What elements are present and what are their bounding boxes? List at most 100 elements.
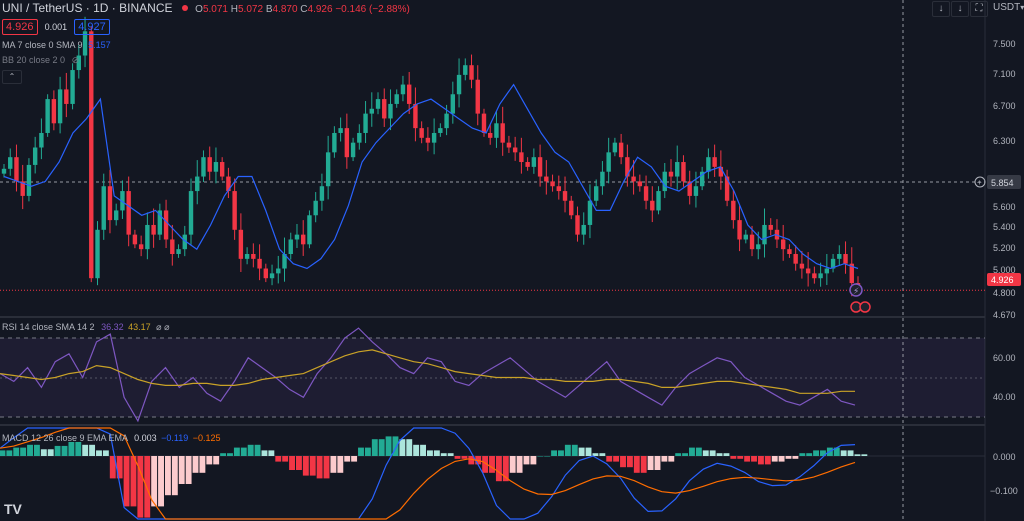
- low-label: B: [265, 4, 273, 15]
- macd-bar: [185, 456, 192, 484]
- macd-histogram: [0, 436, 868, 518]
- arrow-down-icon-2[interactable]: ↓: [951, 1, 969, 17]
- tradingview-logo[interactable]: TV: [4, 501, 23, 517]
- macd-bar: [68, 442, 75, 456]
- ma-legend[interactable]: MA 7 close 0 SMA 9 5.157: [2, 40, 111, 50]
- macd-bar: [551, 450, 558, 456]
- macd-bar: [413, 444, 420, 456]
- price-tick: 7.100: [993, 69, 1016, 79]
- ma-line: [3, 83, 859, 270]
- candle-body: [488, 132, 493, 138]
- macd-bar: [116, 456, 123, 479]
- candle-body: [706, 157, 711, 172]
- fullscreen-icon[interactable]: ⛶: [970, 1, 988, 17]
- candle-body: [301, 234, 306, 245]
- macd-bar: [247, 444, 254, 456]
- high-label: H: [230, 4, 238, 15]
- macd-bar: [730, 456, 737, 459]
- macd-bar: [840, 450, 847, 456]
- candle-body: [138, 244, 144, 250]
- candle-body: [724, 176, 730, 201]
- candle-body: [631, 176, 636, 182]
- ask-box[interactable]: 4.927: [74, 19, 110, 35]
- macd-bar: [626, 456, 633, 468]
- macd-bar: [392, 436, 399, 456]
- candle-body: [606, 152, 611, 172]
- macd-bar: [130, 456, 137, 507]
- rsi-sma-value: 43.17: [128, 322, 151, 332]
- currency-label: USDT: [993, 2, 1021, 13]
- macd-bar: [178, 456, 185, 484]
- candle-body: [537, 157, 543, 177]
- signal-line: [0, 427, 856, 520]
- currency-selector[interactable]: USDT▾: [993, 2, 1024, 13]
- candle-body: [787, 249, 792, 255]
- candle-body: [413, 103, 418, 129]
- candle-body: [288, 239, 293, 255]
- bid-box[interactable]: 4.926: [2, 19, 38, 35]
- macd-bar: [344, 456, 351, 462]
- candle-body: [170, 239, 175, 255]
- macd-bar: [385, 436, 392, 456]
- plus-icon-glyph: +: [977, 178, 982, 187]
- macd-bar: [571, 444, 578, 456]
- macd-bar: [744, 456, 751, 462]
- candle-body: [681, 162, 686, 182]
- macd-bar: [833, 447, 840, 456]
- macd-bar: [323, 456, 330, 479]
- candle-body: [699, 171, 705, 187]
- arrow-down-icon[interactable]: ↓: [932, 1, 950, 17]
- svg-text:⚡: ⚡: [853, 287, 859, 297]
- macd-bar: [137, 456, 144, 518]
- macd-bar: [847, 450, 854, 456]
- rsi-sma-line: [0, 349, 855, 394]
- eye-off-icon[interactable]: ⊘: [71, 55, 80, 65]
- candle-body: [89, 31, 94, 279]
- candle-body: [95, 229, 100, 279]
- candle-body: [20, 181, 25, 196]
- candle-body: [157, 210, 163, 235]
- macd-bar: [151, 456, 158, 507]
- macd-bar: [61, 445, 68, 456]
- candle-body: [463, 65, 468, 75]
- low-value: 4.870: [272, 4, 298, 15]
- candle-body: [650, 200, 655, 211]
- macd-bar: [440, 453, 447, 456]
- macd-bar: [199, 456, 206, 473]
- collapse-legend-button[interactable]: ⌃: [2, 70, 22, 84]
- candle-body: [263, 268, 269, 279]
- rsi-line: [0, 327, 856, 423]
- candle-body: [450, 94, 456, 114]
- macd-bar: [220, 453, 227, 456]
- candle-body: [101, 186, 106, 230]
- candle-body: [388, 103, 393, 119]
- macd-bar: [40, 449, 47, 456]
- candle-body: [481, 113, 487, 133]
- macd-legend[interactable]: MACD 12 26 close 9 EMA EMA 0.003 −0.119 …: [2, 433, 221, 443]
- candle-body: [668, 171, 674, 177]
- macd-bar: [213, 456, 220, 465]
- price-axis[interactable]: 7.500 7.100 6.700 6.300 5.600 5.400 5.20…: [990, 39, 1018, 496]
- candle-body: [207, 157, 212, 172]
- symbol-header[interactable]: UNI / TetherUS · 1D · BINANCE O5.071 H5.…: [2, 1, 410, 15]
- symbol-title[interactable]: UNI / TetherUS · 1D · BINANCE: [2, 1, 173, 15]
- candle-body: [219, 162, 225, 177]
- candle-body: [780, 239, 786, 250]
- candle-body: [662, 171, 667, 192]
- bb-legend[interactable]: BB 20 close 2 0 ⊘: [2, 55, 79, 66]
- event-markers[interactable]: ⚡: [849, 283, 871, 313]
- candle-body: [176, 249, 181, 255]
- price-tick: 5.200: [993, 243, 1016, 253]
- rsi-legend[interactable]: RSI 14 close SMA 14 2 36.32 43.17 ⌀ ⌀: [2, 322, 170, 333]
- close-value: 4.926: [307, 4, 333, 15]
- candle-body: [756, 244, 761, 250]
- price-tick: 6.700: [993, 101, 1016, 111]
- crosshair-value: 5.854: [991, 178, 1014, 188]
- macd-bar: [295, 456, 302, 470]
- macd-bar: [461, 456, 468, 459]
- candle-body: [132, 234, 138, 245]
- macd-bar: [695, 447, 702, 456]
- candle-body: [618, 142, 624, 158]
- macd-bar: [240, 447, 247, 456]
